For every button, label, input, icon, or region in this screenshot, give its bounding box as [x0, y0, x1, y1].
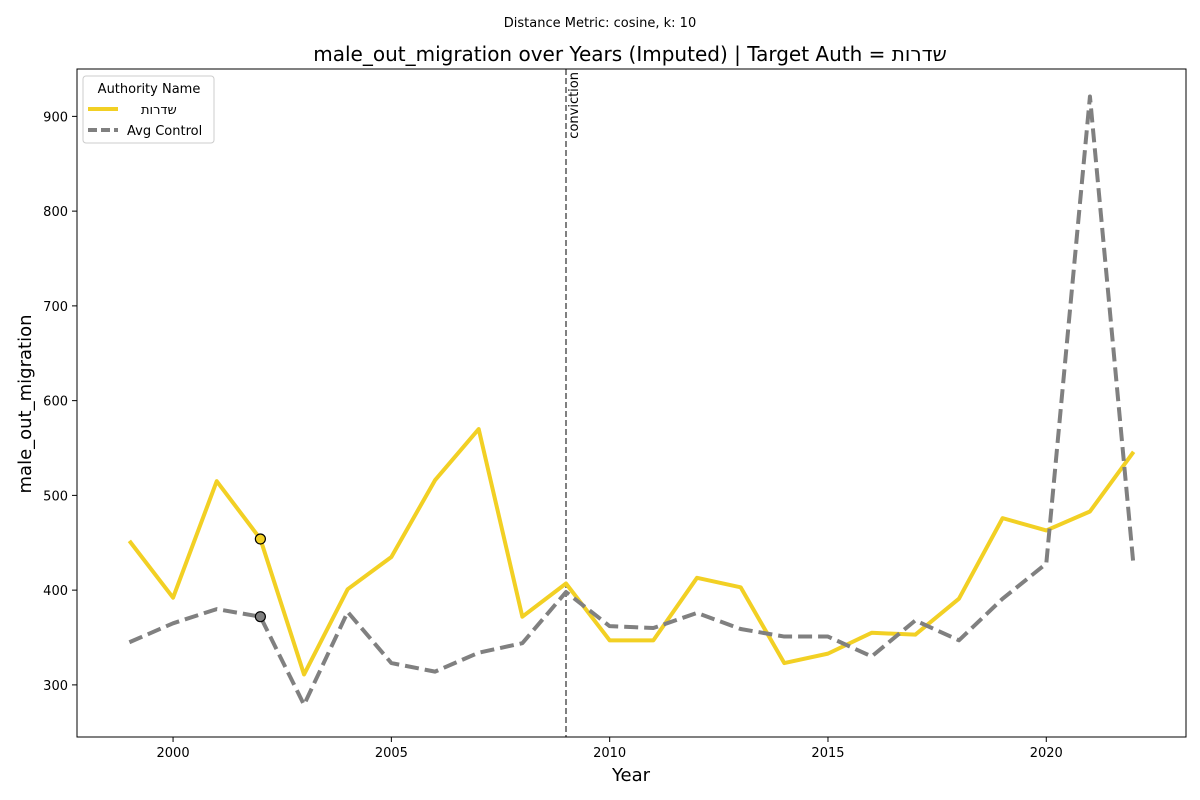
x-tick-label-2000: 2000 — [157, 746, 190, 761]
y-tick-label-600: 600 — [43, 395, 68, 410]
x-axis-label: Year — [611, 765, 651, 786]
y-tick-label-400: 400 — [43, 584, 68, 599]
x-tick-label-2020: 2020 — [1030, 746, 1063, 761]
y-axis-label: male_out_migration — [15, 315, 36, 494]
series-line-0 — [127, 427, 1136, 677]
x-tick-label-2005: 2005 — [375, 746, 408, 761]
legend: Authority Name שדרות Avg Control — [82, 75, 215, 144]
chart-suptitle: Distance Metric: cosine, k: 10 — [504, 16, 696, 31]
chart-title: male_out_migration over Years (Imputed) … — [313, 42, 947, 66]
legend-title: Authority Name — [98, 82, 201, 97]
y-tick-label-500: 500 — [43, 489, 68, 504]
plot-frame — [76, 68, 1187, 738]
series-line-1 — [128, 94, 1136, 707]
x-tick-label-2010: 2010 — [593, 746, 626, 761]
imputed-marker-0 — [254, 533, 266, 545]
event-vline-label: conviction — [567, 72, 582, 139]
x-tick-label-2015: 2015 — [811, 746, 844, 761]
y-tick-label-300: 300 — [43, 679, 68, 694]
legend-box — [82, 75, 215, 144]
y-tick-label-800: 800 — [43, 205, 68, 220]
plot-area: conviction — [127, 69, 1136, 737]
legend-label-avg-control: Avg Control — [127, 124, 202, 139]
legend-label-target: שדרות — [141, 103, 177, 118]
imputed-marker-1 — [254, 611, 266, 623]
axes-ticks: 2000 2005 2010 2015 2020 300 400 500 600 700 800 90… — [43, 110, 1063, 761]
y-tick-label-700: 700 — [43, 300, 68, 315]
y-tick-label-900: 900 — [43, 110, 68, 125]
